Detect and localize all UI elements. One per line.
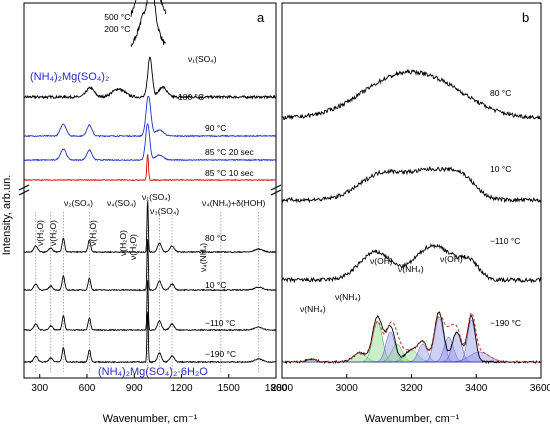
panel-a-plot: 300 600 900 1200 1500 1800 500 °C 200 °C 180 °C 9… — [23, 0, 288, 394]
panel-a-label: a — [257, 10, 265, 25]
band-label: ν(NH₄) — [398, 264, 424, 274]
y-axis-label: Intensity, arb.un. — [1, 175, 13, 256]
spectrum-line — [23, 95, 277, 138]
band-label: ν₄(NH₄) — [198, 243, 208, 272]
series-label: 90 °C — [205, 123, 226, 133]
x-tick-label: 1500 — [218, 383, 241, 394]
series-label: 80 °C — [205, 233, 226, 243]
fit-component — [376, 331, 405, 363]
spectrum-line — [23, 154, 277, 182]
band-label: ν₄(NH₄)+δ(HOH) — [202, 198, 266, 208]
x-tick-label: 900 — [126, 383, 143, 394]
series-label: −110 °C — [490, 236, 520, 246]
spectrum-line — [23, 123, 277, 162]
series-label: −110 °C — [205, 318, 235, 328]
series-label: 200 °C — [104, 24, 130, 34]
series-label: −190 °C — [490, 318, 521, 328]
fit-component — [381, 343, 413, 363]
fit-component — [425, 316, 453, 363]
panel-a-x-axis-title: Wavenumber, cm⁻¹ — [103, 413, 198, 425]
x-tick-label: 2800 — [271, 383, 294, 394]
spectrum-line — [130, 0, 166, 47]
x-tick-label: 3000 — [336, 383, 359, 394]
panel-b-annotations: ν(NH₄) ν(NH₄) ν(OH) ν(NH₄) ν(OH) — [300, 254, 463, 314]
spectrum-line — [281, 68, 542, 121]
panel-b-plot: 2800 3000 3200 3400 3600 80 °C 10 °C −110 °C −19… — [271, 68, 550, 394]
spectrum-line — [281, 311, 542, 365]
band-label: ν(NH₄) — [300, 304, 326, 314]
band-label: ν(H₂O) — [88, 220, 98, 246]
spectrum-line — [23, 279, 276, 332]
series-label: −190 °C — [205, 349, 236, 359]
band-label: ν(H₂O) — [128, 234, 138, 260]
series-label: 500 °C — [104, 12, 130, 22]
band-label: ν(OH) — [440, 254, 463, 264]
fit-envelope — [282, 312, 541, 363]
panel-a-frame — [23, 2, 277, 379]
panel-b-label: b — [522, 10, 529, 25]
x-tick-label: 300 — [31, 383, 48, 394]
panel-b-x-axis-title: Wavenumber, cm⁻¹ — [365, 413, 460, 425]
band-label: ν₃(SO₄) — [150, 206, 179, 216]
spectrum-line — [23, 56, 277, 100]
spectrum-line — [24, 201, 277, 254]
x-tick-label: 1800 — [265, 383, 288, 394]
band-label: ν₁(SO₄) — [142, 192, 171, 202]
fit-component — [362, 321, 393, 363]
spectrum-line — [23, 239, 276, 292]
spectrum-line — [23, 311, 276, 364]
spectrum-line — [281, 242, 542, 284]
series-label: 80 °C — [490, 88, 511, 98]
x-tick-label: 3200 — [400, 383, 423, 394]
x-tick-label: 1200 — [170, 383, 193, 394]
band-label: ν₄(SO₄) — [107, 198, 136, 208]
series-label: 180 °C — [178, 92, 204, 102]
series-label: 85 °C 10 sec — [205, 168, 255, 178]
compound-label-bottom: (NH₄)₂Mg(SO₄)₂·6H₂O — [98, 366, 208, 378]
series-label: 10 °C — [490, 164, 511, 174]
axis-break-mark — [18, 184, 282, 196]
compound-label-top: (NH₄)₂Mg(SO₄)₂ — [30, 71, 109, 83]
fit-component — [434, 336, 463, 363]
series-label: 10 °C — [205, 280, 226, 290]
x-tick-label: 3400 — [465, 383, 488, 394]
fit-component — [408, 343, 437, 363]
band-label: ν(OH) — [370, 256, 393, 266]
spectrum-line — [281, 166, 542, 204]
x-tick-label: 600 — [79, 383, 96, 394]
band-label: ν₂(SO₄) — [64, 198, 93, 208]
x-tick-label: 3600 — [530, 383, 550, 394]
band-label: ν(H₂O) — [48, 220, 58, 246]
band-label: ν(H₂O) — [35, 220, 45, 246]
series-label: 85 °C 20 sec — [205, 147, 255, 157]
band-label: ν(H₂O) — [118, 230, 128, 256]
panel-a-annotations: ν(H₂O) ν(H₂O) ν₂(SO₄) ν(H₂O) ν₄(SO₄) ν(H… — [35, 54, 266, 272]
band-label: ν(NH₄) — [335, 292, 361, 302]
band-label: ν₁(SO₄) — [188, 54, 217, 64]
